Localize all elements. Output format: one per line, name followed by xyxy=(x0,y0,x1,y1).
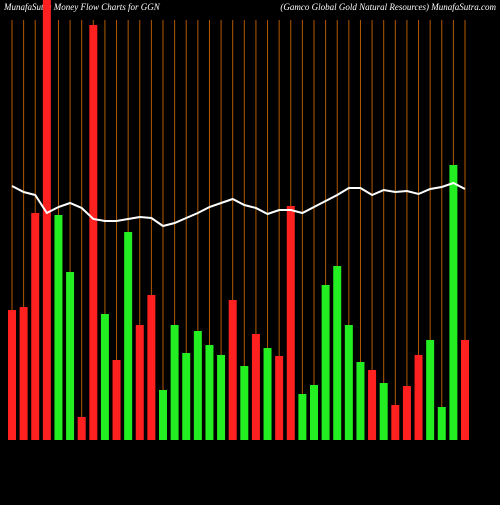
bar xyxy=(263,348,272,440)
bar xyxy=(461,340,469,440)
bar xyxy=(298,394,307,440)
bar xyxy=(77,417,86,440)
chart-title: MunafaSutra Money Flow Charts for GGN xyxy=(3,2,161,12)
bar xyxy=(159,390,167,440)
bar xyxy=(321,285,330,440)
bar xyxy=(240,366,249,440)
bar xyxy=(286,206,295,440)
bar xyxy=(147,295,156,440)
bar xyxy=(66,272,75,440)
bar xyxy=(379,383,388,440)
chart-subtitle: (Gamco Global Gold Natural Resources) Mu… xyxy=(280,2,496,12)
bar xyxy=(228,300,237,440)
bar xyxy=(31,213,40,440)
line xyxy=(11,181,466,228)
bar xyxy=(344,325,353,440)
bar xyxy=(100,314,109,440)
bar xyxy=(391,405,400,440)
bar xyxy=(251,334,260,440)
bar xyxy=(42,0,51,440)
bar xyxy=(368,370,377,440)
bar xyxy=(193,331,202,440)
bar xyxy=(182,353,191,440)
bar xyxy=(275,356,284,440)
bar xyxy=(135,325,144,440)
bar xyxy=(112,360,121,440)
bar xyxy=(19,307,28,440)
bar xyxy=(402,386,411,440)
bar xyxy=(449,165,458,440)
bar xyxy=(333,266,342,440)
bar xyxy=(8,310,16,440)
bar xyxy=(437,407,446,440)
bar xyxy=(124,232,133,440)
bar xyxy=(310,385,318,440)
bar xyxy=(205,345,214,440)
bar xyxy=(426,340,435,440)
bar xyxy=(217,355,226,440)
bar xyxy=(414,355,423,440)
bar xyxy=(89,25,98,440)
bar xyxy=(170,325,179,440)
bar xyxy=(356,362,365,440)
bar xyxy=(54,215,63,440)
